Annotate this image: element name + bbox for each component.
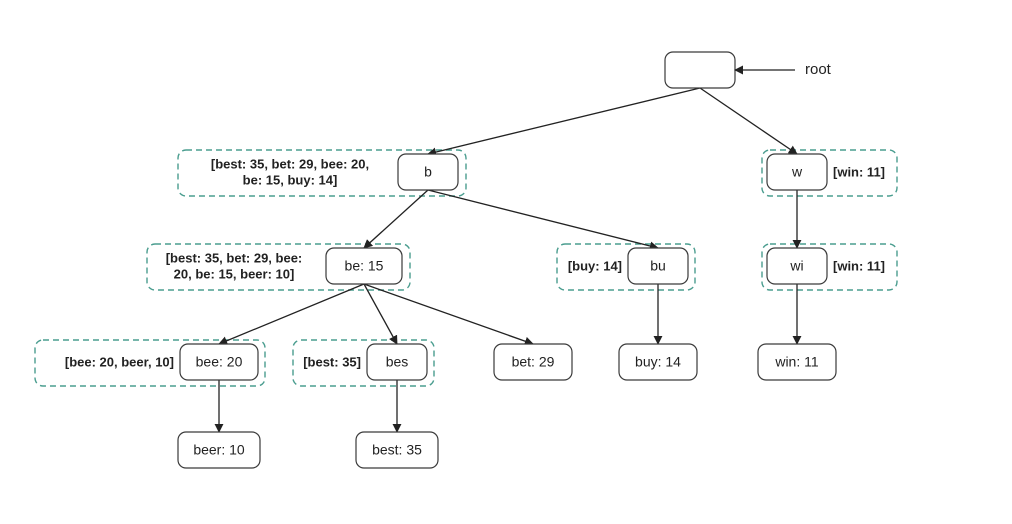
edge-root-b <box>428 88 700 154</box>
node-label: buy: 14 <box>635 354 681 370</box>
node-beer: beer: 10 <box>178 432 260 468</box>
edge-be-bes <box>364 284 397 344</box>
group-annotation: be: 15, buy: 14] <box>243 172 338 187</box>
node-best: best: 35 <box>356 432 438 468</box>
node-label: best: 35 <box>372 442 422 458</box>
node-label: be: 15 <box>345 258 384 274</box>
node-wi: wi <box>767 248 827 284</box>
node-label: beer: 10 <box>193 442 245 458</box>
node-root <box>665 52 735 88</box>
node-bes: bes <box>367 344 427 380</box>
node-label: bee: 20 <box>196 354 243 370</box>
node-label: b <box>424 164 432 180</box>
group-annotation: [buy: 14] <box>568 258 622 273</box>
edge-be-bee <box>219 284 364 344</box>
edge-root-w <box>700 88 797 154</box>
group-annotation: [win: 11] <box>833 164 885 179</box>
node-w: w <box>767 154 827 190</box>
node-b: b <box>398 154 458 190</box>
node-label: bu <box>650 258 666 274</box>
edge-be-bet <box>364 284 533 344</box>
group-annotation: 20, be: 15, beer: 10] <box>174 266 295 281</box>
group-annotation: [best: 35, bet: 29, bee: <box>166 250 303 265</box>
edge-b-bu <box>428 190 658 248</box>
node-label: w <box>791 164 803 180</box>
node-buy: buy: 14 <box>619 344 697 380</box>
edge-b-be <box>364 190 428 248</box>
group-annotation: [win: 11] <box>833 258 885 273</box>
group-annotation: [bee: 20, beer, 10] <box>65 354 174 369</box>
node-box <box>665 52 735 88</box>
group-annotation: [best: 35, bet: 29, bee: 20, <box>211 156 369 171</box>
node-label: win: 11 <box>774 354 819 370</box>
node-win: win: 11 <box>758 344 836 380</box>
trie-diagram: [best: 35, bet: 29, bee: 20,be: 15, buy:… <box>0 0 1012 524</box>
node-label: bet: 29 <box>512 354 555 370</box>
group-annotation: [best: 35] <box>303 354 361 369</box>
node-label: wi <box>789 258 803 274</box>
node-be: be: 15 <box>326 248 402 284</box>
node-bu: bu <box>628 248 688 284</box>
node-bet: bet: 29 <box>494 344 572 380</box>
node-label: bes <box>386 354 409 370</box>
root-label: root <box>805 61 832 78</box>
node-bee: bee: 20 <box>180 344 258 380</box>
